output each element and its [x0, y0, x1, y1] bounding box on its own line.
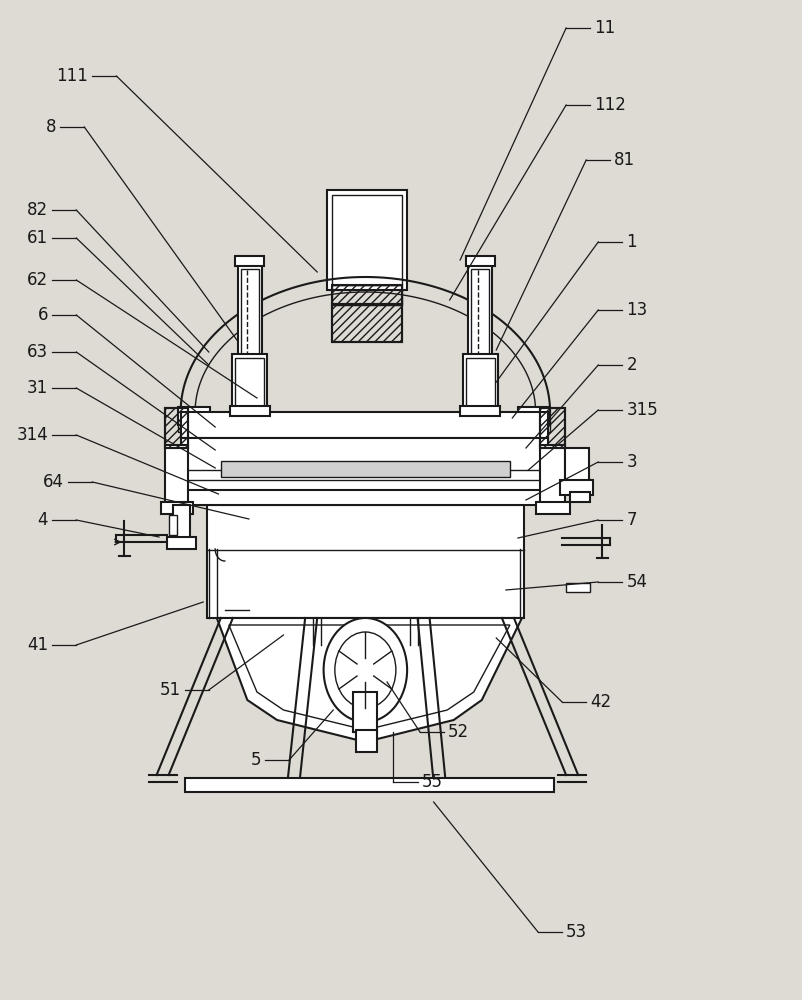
Text: 112: 112 [593, 96, 626, 114]
Bar [178, 407, 210, 425]
Text: 55: 55 [421, 773, 442, 791]
Text: 314: 314 [16, 426, 48, 444]
Bar [331, 285, 402, 305]
Bar [235, 256, 264, 266]
Text: 7: 7 [626, 511, 636, 529]
Bar [235, 356, 264, 366]
Bar [471, 269, 488, 356]
Bar [172, 505, 190, 545]
Text: 31: 31 [27, 379, 48, 397]
Bar [180, 412, 548, 438]
Text: 51: 51 [160, 681, 180, 699]
Bar [237, 265, 261, 360]
Text: 8: 8 [46, 118, 56, 136]
Bar [165, 408, 188, 448]
Text: 63: 63 [27, 343, 48, 361]
Bar [460, 406, 500, 416]
Bar [180, 438, 548, 492]
Text: 4: 4 [38, 511, 48, 529]
Polygon shape [217, 618, 521, 742]
Bar [326, 190, 407, 290]
Bar [353, 692, 377, 732]
Text: 13: 13 [626, 301, 646, 319]
Text: 53: 53 [565, 923, 586, 941]
Text: 5: 5 [250, 751, 261, 769]
Bar [465, 358, 494, 408]
Bar [540, 445, 564, 510]
Bar [331, 195, 402, 285]
Text: 64: 64 [43, 473, 64, 491]
Bar [165, 408, 188, 448]
Circle shape [334, 632, 395, 708]
Bar [517, 420, 549, 432]
Bar [165, 445, 188, 510]
Text: 111: 111 [56, 67, 88, 85]
Bar [229, 406, 269, 416]
Bar [462, 354, 497, 412]
Bar [540, 408, 564, 448]
Bar [241, 269, 258, 356]
Bar [232, 354, 267, 412]
Bar [235, 358, 264, 408]
Bar [160, 502, 192, 514]
Text: 61: 61 [27, 229, 48, 247]
Text: 42: 42 [589, 693, 610, 711]
Text: 54: 54 [626, 573, 646, 591]
Bar [468, 265, 492, 360]
Bar [465, 256, 494, 266]
Bar [565, 583, 589, 592]
Text: 3: 3 [626, 453, 636, 471]
Bar [178, 420, 210, 432]
Bar [355, 730, 376, 752]
Bar [168, 515, 176, 535]
Text: 41: 41 [27, 636, 48, 654]
Bar [331, 285, 402, 305]
Bar [180, 490, 548, 505]
Text: 81: 81 [614, 151, 634, 169]
Bar [331, 304, 402, 342]
Bar [184, 778, 553, 792]
Text: 2: 2 [626, 356, 636, 374]
Text: 62: 62 [27, 271, 48, 289]
Circle shape [323, 618, 407, 722]
Text: 82: 82 [27, 201, 48, 219]
Text: 315: 315 [626, 401, 658, 419]
Bar [540, 408, 564, 448]
Bar [207, 505, 524, 618]
Bar [331, 304, 402, 342]
Text: 1: 1 [626, 233, 636, 251]
Text: 6: 6 [38, 306, 48, 324]
Bar [221, 461, 509, 477]
Bar [167, 537, 196, 549]
Bar [535, 502, 569, 514]
Text: 11: 11 [593, 19, 614, 37]
Bar [517, 407, 549, 425]
Bar [465, 356, 494, 366]
Bar [569, 492, 589, 502]
Bar [560, 480, 592, 495]
Bar [564, 448, 588, 490]
Text: 52: 52 [448, 723, 468, 741]
